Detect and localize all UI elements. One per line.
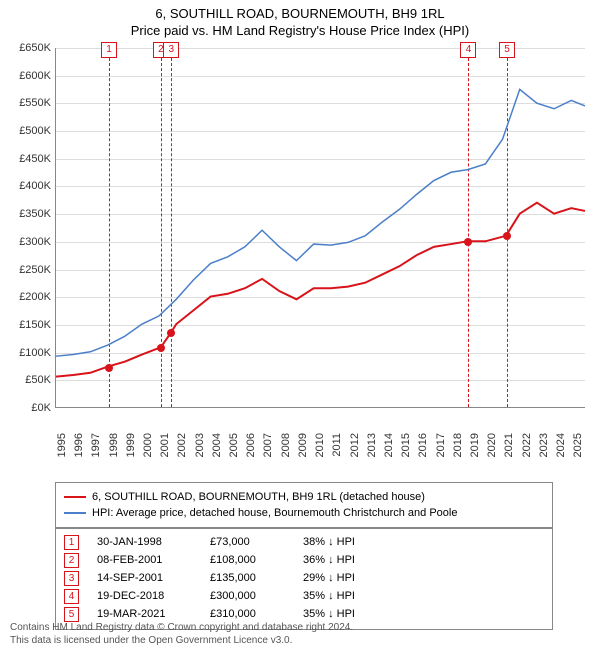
y-axis-label: £500K xyxy=(6,125,51,137)
x-axis-label: 2000 xyxy=(142,433,154,463)
event-dot xyxy=(503,232,511,240)
x-axis-label: 2024 xyxy=(555,433,567,463)
x-axis-label: 2016 xyxy=(417,433,429,463)
event-dot xyxy=(157,344,165,352)
x-axis-label: 2015 xyxy=(400,433,412,463)
event-number-icon: 4 xyxy=(64,589,79,604)
x-axis-label: 1995 xyxy=(56,433,68,463)
y-axis-label: £550K xyxy=(6,97,51,109)
x-axis-label: 2009 xyxy=(297,433,309,463)
y-axis-label: £400K xyxy=(6,180,51,192)
event-dot xyxy=(105,364,113,372)
y-axis-label: £600K xyxy=(6,70,51,82)
event-date: 19-DEC-2018 xyxy=(97,587,192,605)
legend-swatch xyxy=(64,496,86,498)
event-dot xyxy=(167,329,175,337)
legend-row: HPI: Average price, detached house, Bour… xyxy=(64,505,544,521)
footer-line-1: Contains HM Land Registry data © Crown c… xyxy=(10,621,590,634)
event-diff: 29% ↓ HPI xyxy=(303,569,355,587)
x-axis-label: 2002 xyxy=(176,433,188,463)
event-diff: 36% ↓ HPI xyxy=(303,551,355,569)
x-axis-label: 2020 xyxy=(486,433,498,463)
x-axis-label: 2006 xyxy=(245,433,257,463)
x-axis-label: 1999 xyxy=(125,433,137,463)
events-table: 1 30-JAN-1998 £73,000 38% ↓ HPI 2 08-FEB-2001… xyxy=(55,528,553,630)
x-axis-label: 2010 xyxy=(314,433,326,463)
footer-line-2: This data is licensed under the Open Gov… xyxy=(10,634,590,647)
event-price: £300,000 xyxy=(210,587,285,605)
x-axis-label: 2021 xyxy=(503,433,515,463)
x-axis-label: 2005 xyxy=(228,433,240,463)
event-marker-box: 4 xyxy=(460,42,476,58)
legend-label: HPI: Average price, detached house, Bour… xyxy=(92,505,457,521)
x-axis-label: 2008 xyxy=(280,433,292,463)
legend-swatch xyxy=(64,512,86,514)
y-axis-label: £0K xyxy=(6,402,51,414)
x-axis-label: 2007 xyxy=(262,433,274,463)
y-axis-label: £650K xyxy=(6,42,51,54)
chart-header: 6, SOUTHILL ROAD, BOURNEMOUTH, BH9 1RL P… xyxy=(0,0,600,40)
event-number-icon: 2 xyxy=(64,553,79,568)
event-number-icon: 3 xyxy=(64,571,79,586)
event-row: 1 30-JAN-1998 £73,000 38% ↓ HPI xyxy=(64,533,544,551)
event-diff: 38% ↓ HPI xyxy=(303,533,355,551)
x-axis-label: 2023 xyxy=(538,433,550,463)
event-price: £108,000 xyxy=(210,551,285,569)
event-row: 2 08-FEB-2001 £108,000 36% ↓ HPI xyxy=(64,551,544,569)
y-axis-label: £250K xyxy=(6,264,51,276)
y-axis-label: £150K xyxy=(6,319,51,331)
y-axis-label: £450K xyxy=(6,153,51,165)
x-axis-label: 2003 xyxy=(194,433,206,463)
event-price: £135,000 xyxy=(210,569,285,587)
x-axis-label: 1996 xyxy=(73,433,85,463)
y-axis-label: £300K xyxy=(6,236,51,248)
chart-area: £0K £50K £100K £150K £200K £250K £300K £350K £40… xyxy=(0,48,600,468)
y-axis-label: £50K xyxy=(6,374,51,386)
event-date: 14-SEP-2001 xyxy=(97,569,192,587)
x-axis-label: 2022 xyxy=(521,433,533,463)
x-axis-label: 2012 xyxy=(349,433,361,463)
x-axis-label: 2025 xyxy=(572,433,584,463)
event-number-icon: 5 xyxy=(64,607,79,622)
event-marker-box: 5 xyxy=(499,42,515,58)
y-axis-label: £350K xyxy=(6,208,51,220)
line-hpi xyxy=(56,89,585,356)
y-axis-label: £200K xyxy=(6,291,51,303)
x-axis-label: 2018 xyxy=(452,433,464,463)
x-axis-label: 2017 xyxy=(435,433,447,463)
line-property xyxy=(56,203,585,377)
x-axis-label: 2013 xyxy=(366,433,378,463)
event-number-icon: 1 xyxy=(64,535,79,550)
chart-lines xyxy=(56,48,585,407)
event-marker-box: 3 xyxy=(163,42,179,58)
event-row: 3 14-SEP-2001 £135,000 29% ↓ HPI xyxy=(64,569,544,587)
event-date: 08-FEB-2001 xyxy=(97,551,192,569)
event-price: £73,000 xyxy=(210,533,285,551)
y-axis-label: £100K xyxy=(6,347,51,359)
x-axis-label: 2004 xyxy=(211,433,223,463)
event-dot xyxy=(464,238,472,246)
legend-box: 6, SOUTHILL ROAD, BOURNEMOUTH, BH9 1RL (… xyxy=(55,482,553,528)
event-row: 4 19-DEC-2018 £300,000 35% ↓ HPI xyxy=(64,587,544,605)
legend-row: 6, SOUTHILL ROAD, BOURNEMOUTH, BH9 1RL (… xyxy=(64,489,544,505)
legend-label: 6, SOUTHILL ROAD, BOURNEMOUTH, BH9 1RL (… xyxy=(92,489,425,505)
x-axis-label: 2019 xyxy=(469,433,481,463)
x-axis-label: 2011 xyxy=(331,433,343,463)
event-date: 30-JAN-1998 xyxy=(97,533,192,551)
event-diff: 35% ↓ HPI xyxy=(303,587,355,605)
event-marker-box: 1 xyxy=(101,42,117,58)
footer-attribution: Contains HM Land Registry data © Crown c… xyxy=(10,621,590,647)
x-axis-label: 1997 xyxy=(90,433,102,463)
x-axis-label: 2014 xyxy=(383,433,395,463)
chart-subtitle: Price paid vs. HM Land Registry's House … xyxy=(10,23,590,38)
x-axis-label: 1998 xyxy=(108,433,120,463)
x-axis-label: 2001 xyxy=(159,433,171,463)
chart-title: 6, SOUTHILL ROAD, BOURNEMOUTH, BH9 1RL xyxy=(10,6,590,21)
plot-region: £0K£50K£100K£150K£200K£250K£300K£350K£40… xyxy=(55,48,585,408)
